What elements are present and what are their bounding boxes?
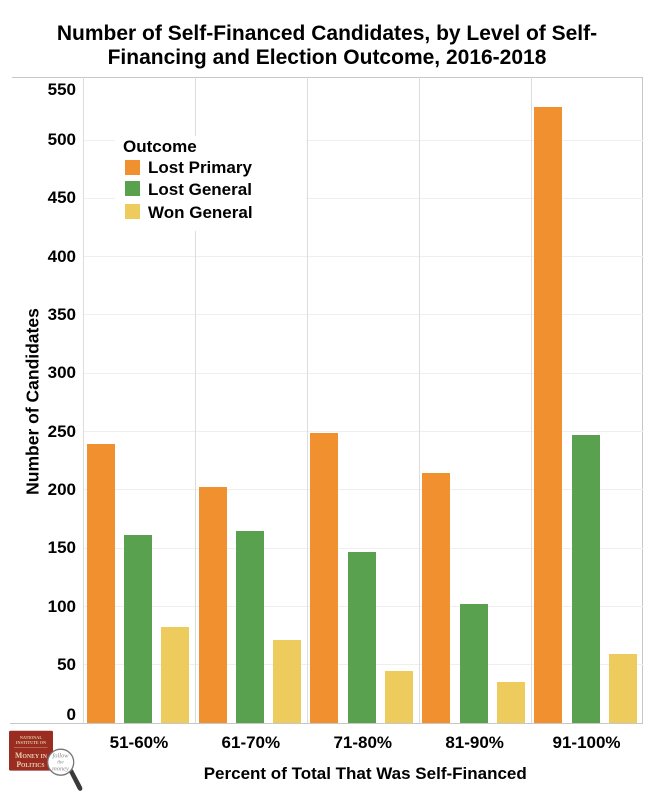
svg-text:the: the: [57, 759, 64, 765]
svg-text:MONEY IN: MONEY IN: [15, 751, 47, 760]
svg-text:INSTITUTE ON: INSTITUTE ON: [16, 740, 46, 745]
svg-text:POLITICS: POLITICS: [17, 760, 46, 769]
svg-text:NATIONAL: NATIONAL: [20, 735, 42, 740]
svg-text:money: money: [52, 765, 69, 772]
svg-text:follow: follow: [53, 753, 70, 760]
